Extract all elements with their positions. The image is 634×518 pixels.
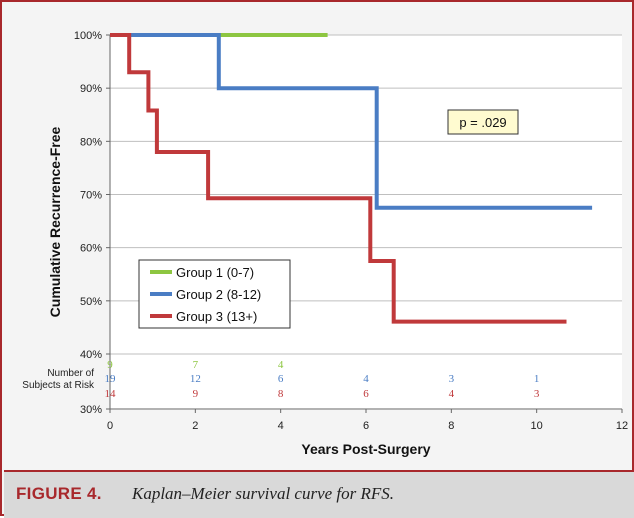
caption-label: FIGURE 4. <box>16 484 102 504</box>
caption-text: Kaplan–Meier survival curve for RFS. <box>132 484 394 504</box>
risk-count: 4 <box>449 388 455 400</box>
y-tick-label: 60% <box>80 243 102 255</box>
p-value-label: p = .029 <box>459 115 506 130</box>
risk-table-label: Number of <box>47 368 94 379</box>
y-axis-label: Cumulative Recurrence-Free <box>47 126 63 317</box>
risk-count: 19 <box>105 373 117 385</box>
y-tick-label: 70% <box>80 190 102 202</box>
risk-count: 1 <box>534 373 540 385</box>
x-tick-label: 4 <box>278 420 284 432</box>
risk-count: 6 <box>278 373 284 385</box>
y-tick-label: 50% <box>80 296 102 308</box>
x-tick-label: 10 <box>531 420 543 432</box>
x-tick-label: 8 <box>448 420 454 432</box>
y-tick-label: 30% <box>80 404 102 416</box>
legend-entry: Group 2 (8-12) <box>176 287 261 302</box>
risk-count: 12 <box>190 373 201 385</box>
legend-entry: Group 3 (13+) <box>176 309 257 324</box>
risk-count: 3 <box>449 373 455 385</box>
risk-table-label: Subjects at Risk <box>22 380 95 391</box>
legend-entry: Group 1 (0-7) <box>176 265 254 280</box>
risk-count: 6 <box>363 388 369 400</box>
risk-count: 3 <box>534 388 540 400</box>
kaplan-meier-chart: 100% 90% 80% 70% 60% 50% 40% 30% 0 2 4 6 8 10 12 Numbe… <box>2 2 632 472</box>
risk-count: 9 <box>107 359 113 371</box>
y-tick-label: 40% <box>80 349 102 361</box>
risk-count: 8 <box>278 388 284 400</box>
y-tick-label: 90% <box>80 83 102 95</box>
risk-count: 14 <box>105 388 117 400</box>
x-tick-label: 0 <box>107 420 113 432</box>
y-tick-label: 100% <box>74 30 102 42</box>
risk-count: 4 <box>363 373 369 385</box>
risk-count: 7 <box>193 359 199 371</box>
risk-count: 9 <box>193 388 199 400</box>
figure-caption: FIGURE 4. Kaplan–Meier survival curve fo… <box>4 470 634 518</box>
x-tick-label: 12 <box>616 420 628 432</box>
x-tick-label: 6 <box>363 420 369 432</box>
x-axis-label: Years Post-Surgery <box>301 441 430 457</box>
y-tick-label: 80% <box>80 136 102 148</box>
x-tick-label: 2 <box>192 420 198 432</box>
risk-count: 4 <box>278 359 284 371</box>
